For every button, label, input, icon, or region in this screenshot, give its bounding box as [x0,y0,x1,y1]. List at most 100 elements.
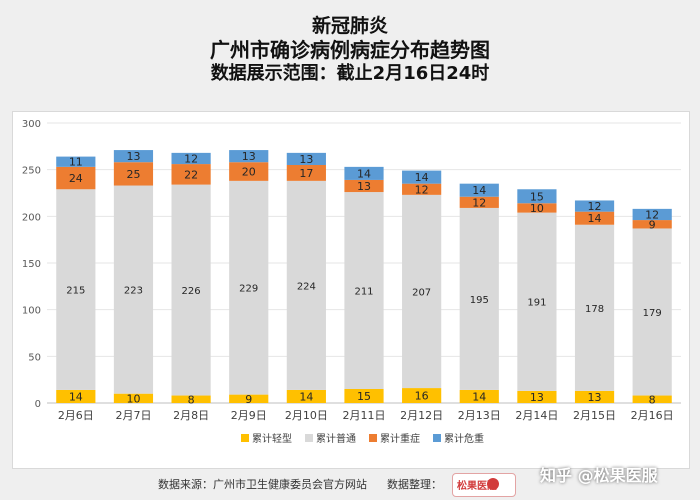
bar-segment [402,183,442,195]
data-label: 15 [530,190,544,203]
data-label: 12 [645,208,659,221]
x-tick-label: 2月15日 [573,409,616,422]
data-label: 10 [530,202,544,215]
bar-segment [632,208,672,221]
watermark-text: 知乎 @松果医服 [540,466,658,485]
data-label: 179 [643,308,662,319]
data-organizer-label: 数据整理： [387,478,442,491]
bar-segment [56,156,96,167]
y-tick-label: 300 [22,119,41,130]
bar-segment [171,164,211,185]
bar-segment [229,150,269,163]
data-label: 13 [242,150,256,163]
data-label: 226 [182,286,201,297]
x-tick-label: 2月10日 [285,409,328,422]
y-tick-label: 200 [22,212,41,223]
data-label: 14 [69,390,83,403]
x-tick-label: 2月8日 [173,409,209,422]
bar-segment [574,390,615,403]
data-label: 15 [357,390,371,403]
legend-label: 累计危重 [444,432,484,445]
bar-segment [113,185,154,394]
data-label: 25 [126,168,140,181]
x-tick-label: 2月12日 [400,409,443,422]
bar-segment [229,180,269,395]
bar-segment [574,224,615,391]
data-label: 14 [472,184,486,197]
x-tick-label: 2月6日 [58,409,94,422]
chart-title-line-3: 数据展示范围：截止2月16日24时 [210,63,490,84]
bar-segment [402,388,442,403]
data-label: 17 [299,167,313,180]
data-label: 12 [184,152,198,165]
y-tick-label: 100 [22,306,41,317]
bar-segment [402,194,442,389]
organizer-logo: 松果医院 [452,473,516,497]
data-label: 13 [530,391,544,404]
data-label: 9 [245,393,252,406]
bar-segment [574,200,615,212]
data-label: 224 [297,281,316,292]
data-label: 12 [415,183,429,196]
y-tick-label: 150 [22,259,41,270]
data-label: 16 [415,390,429,403]
bar-segment [229,394,269,403]
data-label: 9 [649,218,656,231]
bar-segment [517,390,557,403]
data-label: 13 [126,150,140,163]
data-label: 191 [527,298,546,309]
stacked-bar-chart: 0 50 100 150 200 250 300 14 215 24 11 2月6日 10 223 25 13… [22,119,681,445]
data-label: 20 [242,166,256,179]
data-label: 13 [299,153,313,166]
bar-segment [517,189,557,204]
data-label: 207 [412,287,431,298]
bar-segment [632,220,672,229]
data-label: 14 [357,167,371,180]
bar-segment [56,166,96,190]
data-label: 14 [472,390,486,403]
data-source-text: 数据来源：广州市卫生健康委员会官方网站 [158,478,367,491]
footer: 数据来源：广州市卫生健康委员会官方网站 数据整理： 松果医院 [0,472,700,500]
bar-segment [286,180,326,390]
bar-segment [113,393,154,403]
x-tick-label: 2月7日 [115,409,151,422]
data-label: 11 [69,156,83,169]
data-label: 178 [585,304,604,315]
y-tick-label: 0 [35,399,41,410]
legend-swatch [369,434,377,442]
bar-segment [113,162,154,186]
data-label: 24 [69,172,83,185]
data-label: 12 [472,196,486,209]
y-tick-label: 50 [28,352,41,363]
x-tick-label: 2月9日 [231,409,267,422]
bar-segment [344,389,384,403]
bar-segment [632,228,672,396]
bar-segment [402,170,442,184]
bar-segment [344,192,384,389]
legend-label: 累计轻型 [252,432,292,445]
bar-segment [286,165,326,181]
data-label: 195 [470,295,489,306]
data-label: 22 [184,168,198,181]
x-tick-label: 2月13日 [458,409,501,422]
logo-text: 松果医院 [457,481,497,492]
title-block: 新冠肺炎 广州市确诊病例病症分布趋势图 数据展示范围：截止2月16日24时 [0,14,700,86]
data-label: 8 [649,393,656,406]
data-label: 229 [239,284,258,295]
bar-segment [574,211,615,225]
chart-panel: 0 50 100 150 200 250 300 14 215 24 11 2月6日 10 223 25 13… [12,111,690,469]
data-label: 12 [588,200,602,213]
bar-segment [56,189,96,390]
chart-title-line-2: 广州市确诊病例病症分布趋势图 [210,38,490,62]
bar-segment [113,150,154,163]
data-label: 14 [588,212,602,225]
legend-swatch [241,434,249,442]
bar-segment [632,395,672,403]
data-label: 13 [357,180,371,193]
bar-segment [286,152,326,165]
bar-segment [517,212,557,391]
data-label: 215 [66,286,85,297]
bar-segment [286,389,326,403]
y-tick-label: 250 [22,166,41,177]
x-tick-label: 2月16日 [631,409,674,422]
